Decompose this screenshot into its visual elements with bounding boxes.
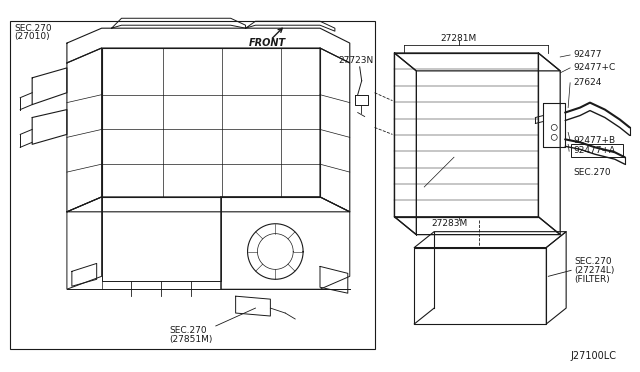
Text: FRONT: FRONT <box>248 38 285 48</box>
Text: (27010): (27010) <box>14 32 50 41</box>
Text: 92477+A: 92477+A <box>573 146 615 155</box>
Text: 92477+B: 92477+B <box>573 136 615 145</box>
Text: 27283M: 27283M <box>431 219 467 228</box>
Text: SEC.270: SEC.270 <box>573 168 611 177</box>
Text: 92477: 92477 <box>573 51 602 60</box>
Text: 27624: 27624 <box>573 78 602 87</box>
Text: 27281M: 27281M <box>441 33 477 43</box>
Text: SEC.270: SEC.270 <box>14 24 52 33</box>
Text: J27100LC: J27100LC <box>570 351 616 361</box>
Bar <box>10 21 374 349</box>
Bar <box>571 144 623 157</box>
Text: 92477+C: 92477+C <box>573 63 615 73</box>
Text: (27274L): (27274L) <box>574 266 614 275</box>
Text: (FILTER): (FILTER) <box>574 275 610 284</box>
Text: (27851M): (27851M) <box>169 335 212 344</box>
Text: SEC.270: SEC.270 <box>169 326 207 336</box>
Text: SEC.270: SEC.270 <box>574 257 612 266</box>
Text: 27723N: 27723N <box>338 57 373 65</box>
